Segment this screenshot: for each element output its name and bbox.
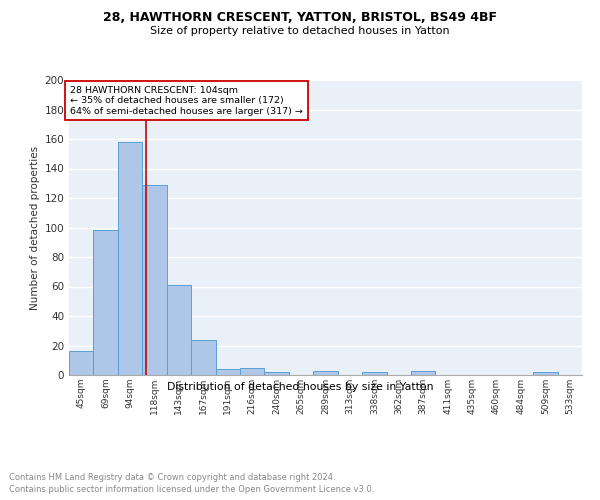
Bar: [313, 370, 338, 375]
Bar: [118, 142, 142, 375]
Bar: [215, 369, 240, 375]
Text: Distribution of detached houses by size in Yatton: Distribution of detached houses by size …: [167, 382, 433, 392]
Bar: [167, 285, 191, 375]
Y-axis label: Number of detached properties: Number of detached properties: [30, 146, 40, 310]
Text: Contains public sector information licensed under the Open Government Licence v3: Contains public sector information licen…: [9, 485, 374, 494]
Bar: [411, 370, 436, 375]
Bar: [94, 230, 118, 375]
Bar: [362, 372, 386, 375]
Bar: [240, 368, 265, 375]
Bar: [533, 372, 557, 375]
Bar: [142, 184, 167, 375]
Text: 28, HAWTHORN CRESCENT, YATTON, BRISTOL, BS49 4BF: 28, HAWTHORN CRESCENT, YATTON, BRISTOL, …: [103, 11, 497, 24]
Text: Contains HM Land Registry data © Crown copyright and database right 2024.: Contains HM Land Registry data © Crown c…: [9, 472, 335, 482]
Bar: [191, 340, 215, 375]
Bar: [69, 352, 94, 375]
Bar: [265, 372, 289, 375]
Text: 28 HAWTHORN CRESCENT: 104sqm
← 35% of detached houses are smaller (172)
64% of s: 28 HAWTHORN CRESCENT: 104sqm ← 35% of de…: [70, 86, 303, 116]
Text: Size of property relative to detached houses in Yatton: Size of property relative to detached ho…: [150, 26, 450, 36]
